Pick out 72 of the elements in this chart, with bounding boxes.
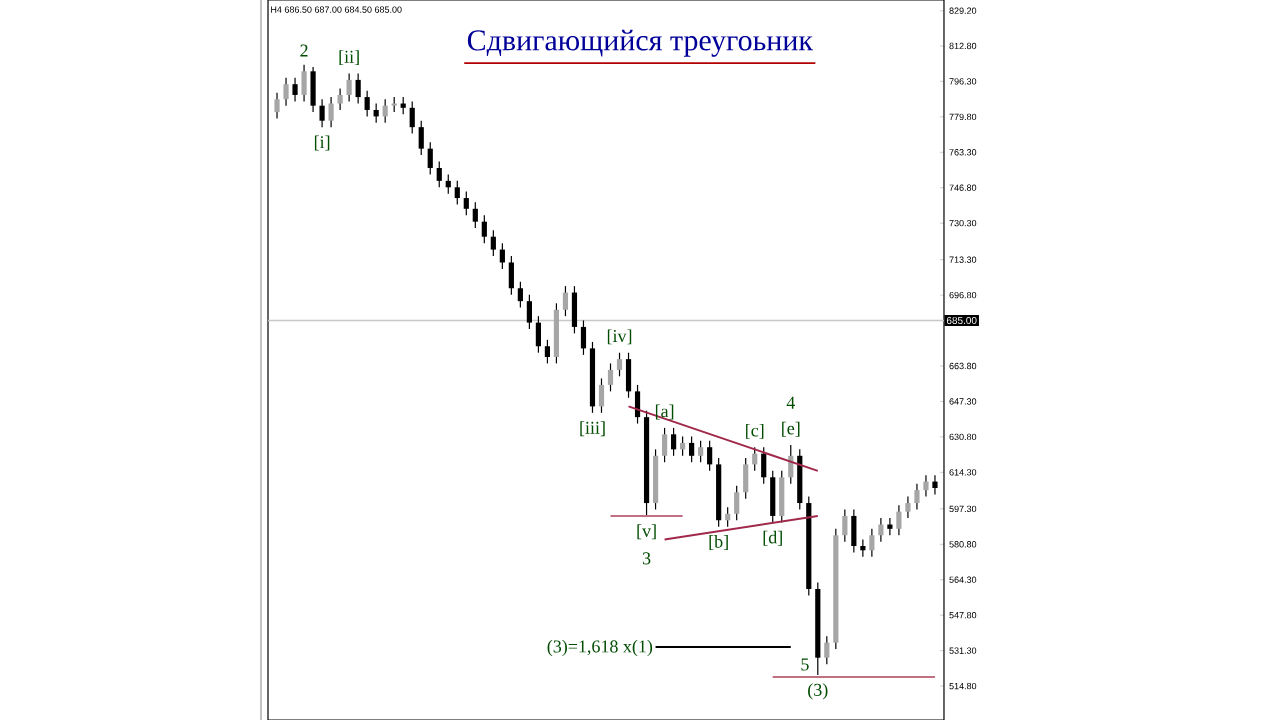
candlestick — [761, 446, 767, 485]
candlestick — [797, 448, 803, 511]
candlestick — [553, 302, 560, 365]
candlestick — [580, 319, 587, 356]
candlestick — [535, 315, 541, 354]
annotation: (3)=1,618 x(1) — [547, 639, 653, 657]
candlestick — [337, 87, 343, 111]
candlestick — [346, 72, 352, 102]
annotation: [i] — [314, 135, 330, 151]
candlestick — [274, 92, 280, 120]
candlestick — [707, 440, 713, 472]
annotation: [c] — [746, 423, 764, 439]
candlestick — [472, 201, 478, 229]
candlestick — [499, 242, 505, 270]
candlestick — [526, 294, 532, 330]
annotation: 5 — [801, 658, 809, 671]
annotation: 2 — [300, 44, 308, 57]
candlestick — [427, 141, 433, 176]
candlestick — [652, 448, 659, 511]
candlestick — [418, 120, 424, 156]
annotation: (3) — [808, 683, 828, 700]
candlestick — [634, 384, 641, 425]
candlestick — [869, 528, 875, 558]
candlestick — [436, 160, 442, 188]
annotation: [a] — [655, 404, 674, 420]
candlestick — [914, 483, 920, 511]
candlestick — [779, 470, 785, 523]
candlestick — [860, 538, 866, 558]
annotation: [v] — [637, 524, 656, 540]
candlestick — [364, 90, 370, 118]
candlestick — [445, 173, 451, 195]
candlestick — [824, 635, 830, 665]
candlestick — [571, 285, 578, 334]
candlestick — [689, 435, 695, 463]
candlestick — [481, 214, 487, 244]
annotation: [d] — [763, 530, 782, 546]
candlestick — [661, 427, 668, 463]
candlestick — [544, 339, 551, 365]
candlestick — [932, 474, 938, 496]
candlestick — [734, 485, 740, 521]
candlestick — [671, 427, 677, 457]
candlestick — [842, 508, 848, 543]
annotation: [b] — [709, 535, 728, 550]
annotation: [iv] — [607, 329, 632, 345]
candlestick — [905, 496, 911, 519]
candlestick — [310, 66, 316, 113]
candlestick — [490, 229, 496, 257]
annotation: [iii] — [580, 421, 605, 437]
candlestick — [743, 457, 749, 500]
candlestick — [851, 508, 857, 554]
candlestick — [292, 77, 298, 102]
candlestick — [698, 440, 704, 463]
candlestick — [409, 100, 415, 135]
candlestick — [355, 72, 361, 105]
candlestick — [887, 517, 893, 536]
annotation: [ii] — [339, 50, 359, 66]
candlestick — [463, 191, 469, 216]
candlestick — [454, 180, 460, 206]
candlestick — [508, 255, 514, 296]
candlestick — [607, 362, 614, 392]
candlestick — [319, 98, 325, 128]
candlestick — [562, 285, 569, 317]
candlestick — [625, 352, 632, 399]
candlestick — [598, 377, 605, 414]
candlestick — [770, 470, 776, 523]
candlestick — [517, 281, 523, 309]
text: Сдвигающийся треугоьник — [467, 29, 813, 57]
annotation: 3 — [642, 552, 651, 565]
candlestick — [680, 435, 686, 457]
annotation: 4 — [786, 396, 795, 409]
candlestick — [616, 352, 623, 377]
annotation: [e] — [782, 421, 800, 437]
